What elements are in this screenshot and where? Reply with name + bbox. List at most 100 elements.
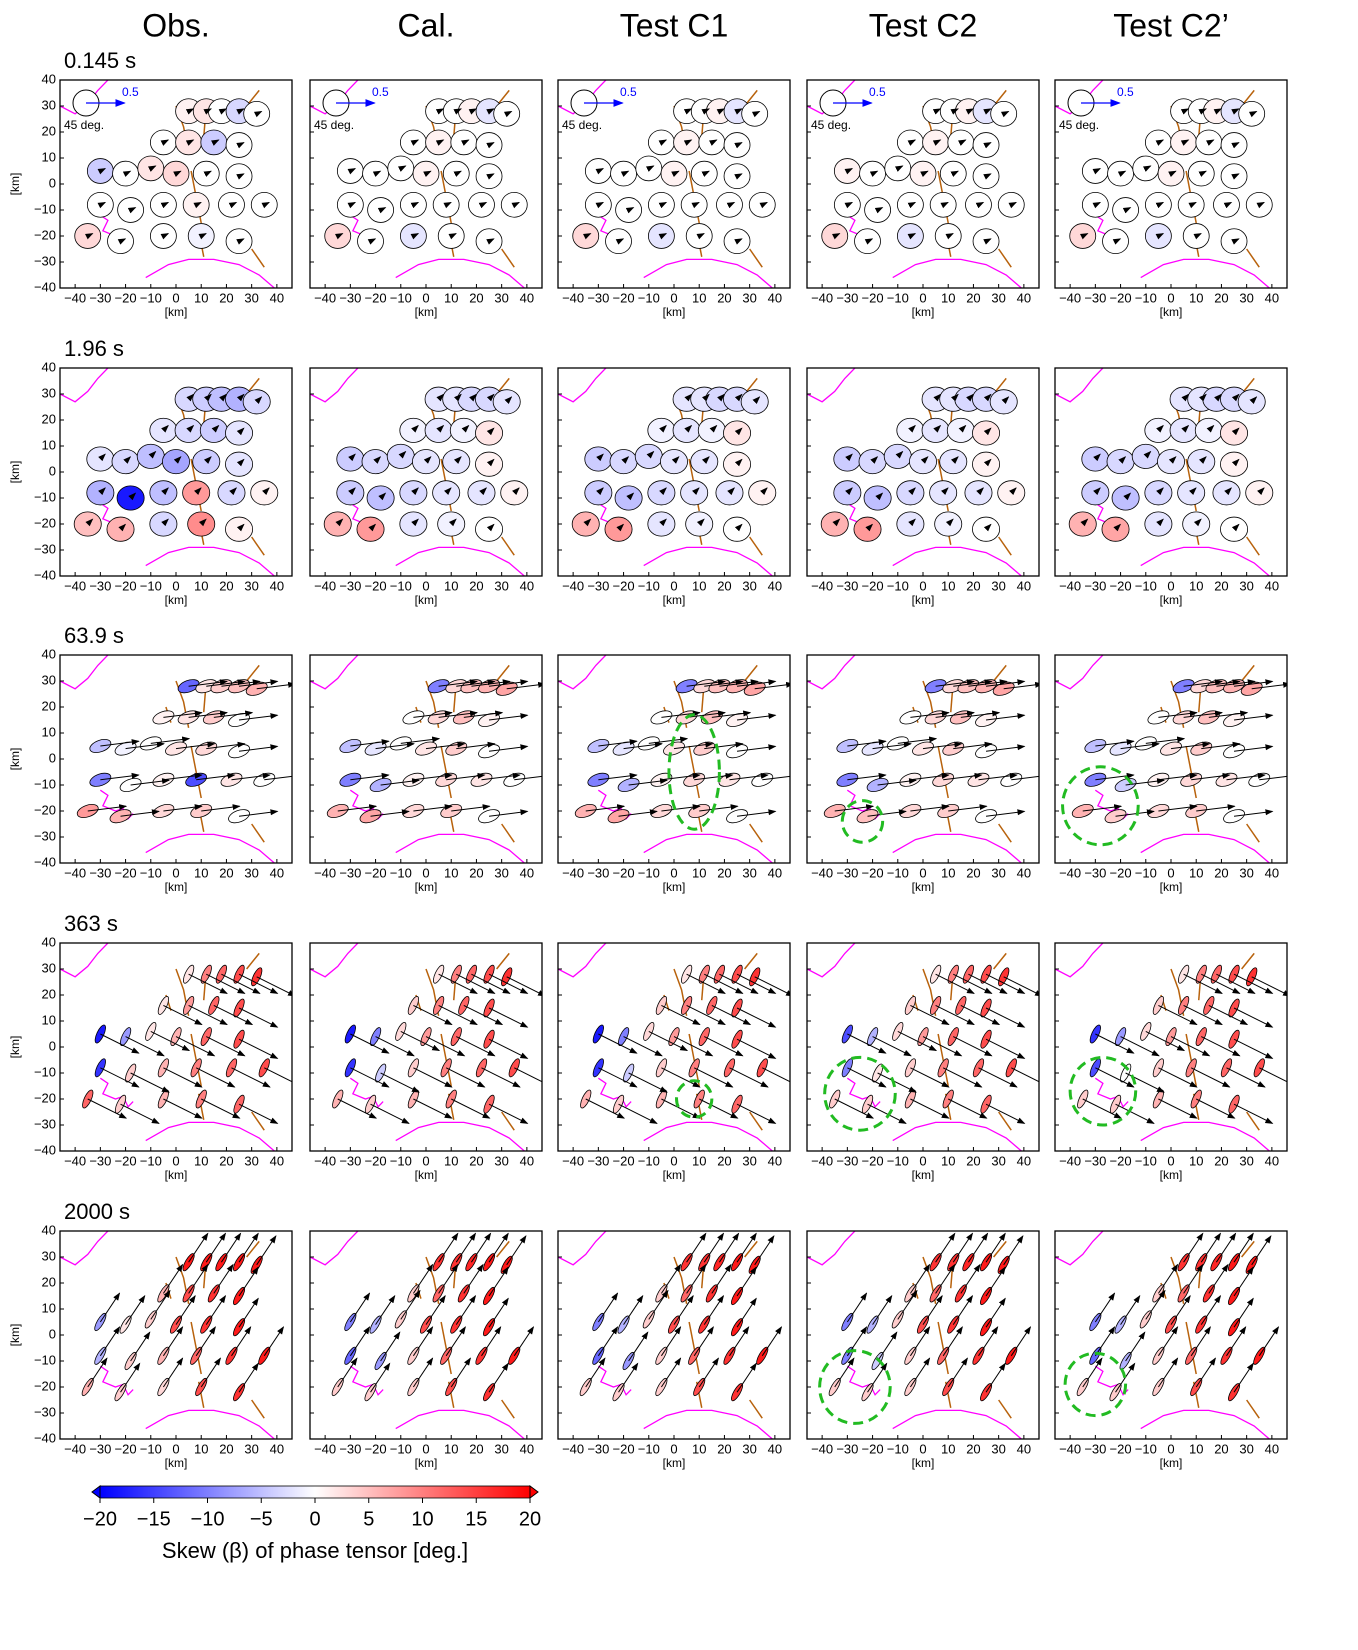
- induction-arrow: [1195, 1357, 1216, 1388]
- x-tick-label: 40: [520, 865, 534, 880]
- x-tick-label: 30: [1239, 1441, 1253, 1456]
- induction-arrow: [162, 1263, 184, 1294]
- x-tick-label: −20: [613, 1153, 635, 1168]
- induction-arrow: [598, 739, 638, 747]
- x-tick-label: −10: [638, 865, 660, 880]
- induction-arrow: [198, 518, 207, 527]
- induction-arrow: [453, 108, 462, 115]
- induction-arrow: [844, 168, 854, 175]
- induction-arrow: [367, 238, 377, 245]
- induction-arrow: [161, 424, 169, 433]
- induction-arrow: [1251, 681, 1287, 690]
- induction-arrow: [585, 804, 626, 812]
- x-axis-label: [km]: [165, 1456, 188, 1470]
- x-tick-label: −10: [1135, 1153, 1157, 1168]
- coastline: [1140, 258, 1270, 288]
- induction-arrow: [370, 1103, 410, 1124]
- induction-arrow: [448, 233, 457, 240]
- x-tick-label: 10: [444, 290, 458, 305]
- induction-arrow: [701, 170, 710, 178]
- coastline: [99, 1077, 134, 1108]
- y-tick-label: −10: [34, 489, 56, 504]
- induction-arrow: [514, 775, 542, 781]
- induction-arrow: [847, 739, 887, 747]
- induction-arrow: [163, 1098, 203, 1119]
- induction-arrow: [846, 1292, 868, 1323]
- induction-arrow: [736, 1038, 777, 1059]
- induction-arrow: [1003, 681, 1039, 690]
- induction-arrow: [597, 1292, 619, 1323]
- y-tick-label: −10: [34, 201, 56, 216]
- induction-arrow: [1259, 775, 1287, 781]
- induction-arrow: [1206, 139, 1215, 146]
- x-tick-label: −30: [339, 1441, 361, 1456]
- induction-arrow: [435, 139, 445, 146]
- induction-arrow: [451, 804, 491, 812]
- induction-arrow: [84, 233, 94, 240]
- fault: [501, 536, 515, 556]
- induction-arrow: [218, 108, 228, 115]
- induction-arrow: [123, 456, 132, 464]
- induction-arrow: [684, 424, 693, 433]
- induction-arrow: [514, 1067, 542, 1083]
- phase-tensor: [386, 443, 415, 469]
- x-tick-label: −30: [587, 1153, 609, 1168]
- induction-arrow: [453, 170, 462, 178]
- induction-arrow: [188, 1232, 209, 1263]
- induction-arrow: [935, 1263, 956, 1294]
- x-axis-label: [km]: [165, 1168, 188, 1182]
- x-tick-label: 10: [1189, 290, 1203, 305]
- induction-arrow: [438, 710, 479, 718]
- induction-arrow: [704, 741, 744, 750]
- induction-arrow: [100, 739, 140, 747]
- induction-arrow: [673, 1036, 714, 1057]
- induction-arrow: [628, 1072, 668, 1093]
- induction-arrow: [163, 1067, 203, 1088]
- colorbar-tick-label: 0: [309, 1508, 320, 1530]
- induction-arrow: [759, 201, 768, 209]
- scale-arrow-label: 0.5: [620, 85, 637, 99]
- x-tick-label: −20: [365, 290, 387, 305]
- induction-arrow: [125, 1036, 165, 1057]
- induction-arrow: [1190, 1067, 1231, 1088]
- phase-tensor: [1195, 1315, 1208, 1334]
- induction-arrow: [648, 736, 689, 744]
- phase-tensor: [749, 967, 761, 987]
- x-tick-label: −10: [887, 290, 909, 305]
- phase-tensor: [1089, 1024, 1101, 1044]
- induction-arrow: [1251, 976, 1287, 997]
- fault: [190, 745, 202, 799]
- y-tick-label: −40: [34, 854, 56, 869]
- induction-arrow: [1233, 1266, 1254, 1297]
- x-tick-label: 30: [742, 578, 756, 593]
- induction-arrow: [334, 233, 344, 240]
- x-tick-label: −10: [1135, 865, 1157, 880]
- x-tick-label: −10: [887, 578, 909, 593]
- induction-arrow: [978, 1326, 999, 1357]
- induction-arrow: [488, 809, 529, 817]
- x-axis-label: [km]: [912, 880, 935, 894]
- induction-arrow: [950, 108, 959, 115]
- induction-arrow: [231, 1326, 252, 1357]
- fault: [749, 536, 763, 556]
- x-tick-label: −30: [89, 1441, 111, 1456]
- fault: [998, 536, 1012, 556]
- induction-arrow: [410, 233, 420, 240]
- x-tick-label: 30: [991, 1153, 1005, 1168]
- induction-arrow: [621, 456, 630, 464]
- induction-arrow: [348, 487, 356, 496]
- induction-arrow: [711, 1263, 732, 1294]
- x-tick-label: 30: [991, 578, 1005, 593]
- induction-arrow: [1158, 1067, 1198, 1088]
- x-tick-label: −40: [562, 1153, 584, 1168]
- fault: [937, 1321, 949, 1375]
- induction-arrow: [1093, 453, 1101, 462]
- x-tick-label: 0: [172, 1441, 179, 1456]
- induction-arrow: [966, 393, 974, 402]
- x-tick-label: −30: [339, 1153, 361, 1168]
- induction-arrow: [375, 741, 415, 750]
- induction-arrow: [254, 396, 263, 405]
- induction-arrow: [122, 170, 132, 178]
- induction-arrow: [711, 1004, 752, 1026]
- induction-arrow: [350, 772, 390, 781]
